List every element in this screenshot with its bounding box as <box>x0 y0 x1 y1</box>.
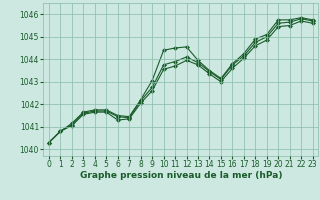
X-axis label: Graphe pression niveau de la mer (hPa): Graphe pression niveau de la mer (hPa) <box>80 171 282 180</box>
